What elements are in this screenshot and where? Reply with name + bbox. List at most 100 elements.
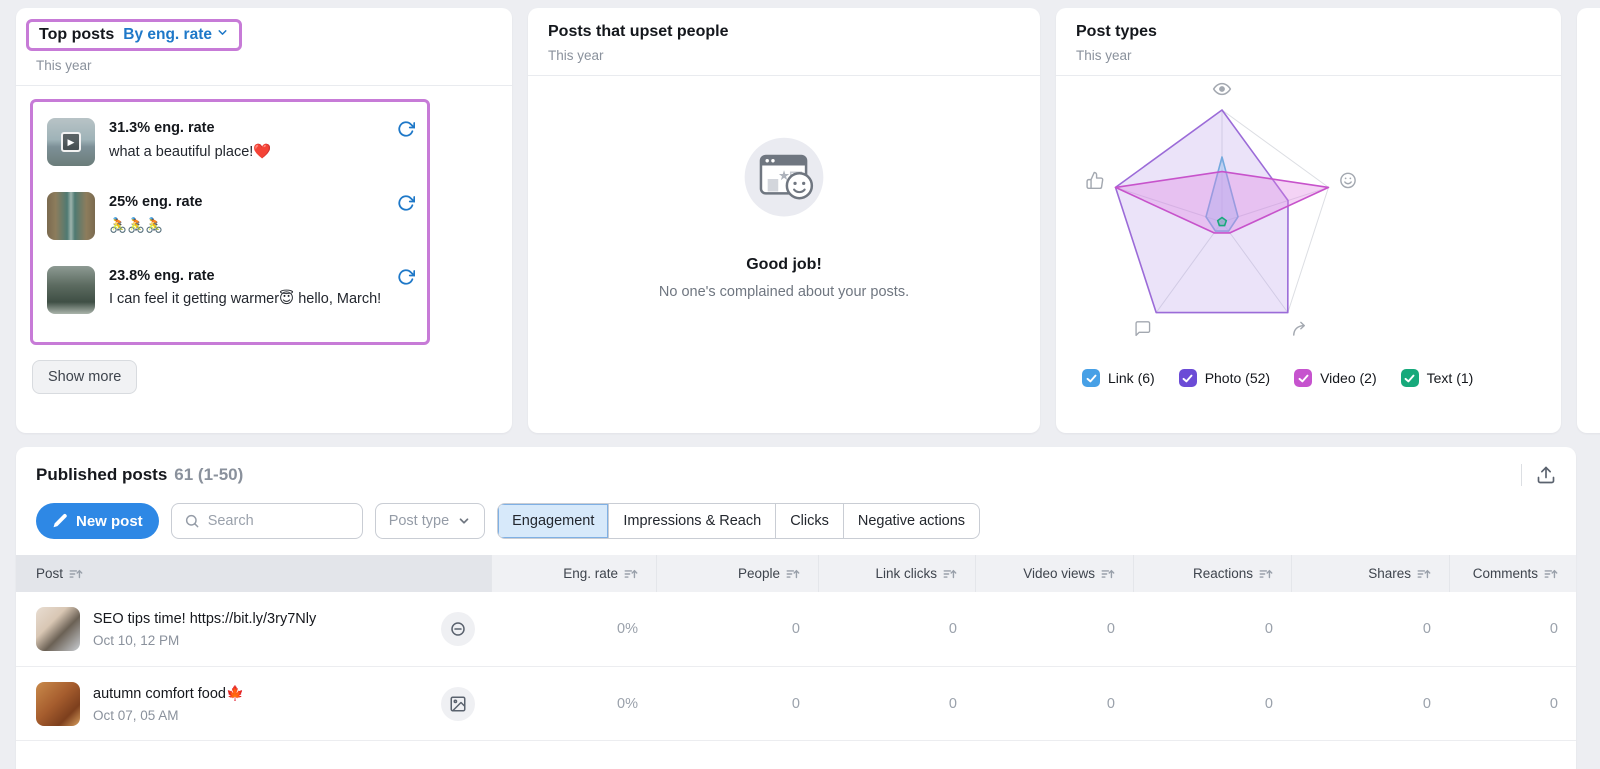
post-date: Oct 07, 05 AM [93,707,179,723]
legend-item-video[interactable]: Video (2) [1294,369,1377,387]
column-header-video-views[interactable]: Video views [975,555,1133,592]
sort-icon [1416,567,1431,581]
empty-state-title: Good job! [746,256,822,273]
post-types-header: Post types This year [1056,8,1561,76]
sort-icon [785,567,800,581]
column-header-label: Link clicks [875,566,937,581]
metric-value: 0% [617,695,638,712]
tab-engagement[interactable]: Engagement [498,504,609,538]
empty-state: ★ Good job! No one's complained about yo… [528,76,1040,300]
top-posts-title: Top posts [39,26,115,43]
column-header-label: Comments [1472,566,1538,581]
column-header-label: Video views [1023,566,1095,581]
post-thumbnail [47,192,95,240]
legend-label: Photo (52) [1204,370,1271,386]
post-eng-rate: 25% eng. rate [109,194,203,210]
checkbox-checked-icon[interactable] [1294,369,1313,387]
legend-label: Video (2) [1320,370,1377,386]
new-post-button[interactable]: New post [36,503,159,539]
column-header-label: Reactions [1192,566,1253,581]
sort-icon [942,567,957,581]
legend-item-text[interactable]: Text (1) [1400,369,1474,387]
header-divider [1521,464,1522,486]
post-title: autumn comfort food🍁 [93,685,245,702]
upset-posts-period: This year [548,48,604,63]
upset-posts-card: Posts that upset people This year ★ [528,8,1040,433]
upset-posts-header: Posts that upset people This year [528,8,1040,76]
post-cell: autumn comfort food🍁 Oct 07, 05 AM [16,681,491,726]
metric-value: 0 [1264,695,1273,712]
metric-value: 0 [948,621,957,637]
legend-item-link[interactable]: Link (6) [1082,369,1155,387]
published-posts-count: 61 (1-50) [174,465,244,484]
sort-icon [1543,567,1558,581]
top-posts-title-highlight: Top posts By eng. rate [26,19,242,51]
next-row-divider [16,740,1576,750]
repost-icon[interactable] [397,194,416,240]
chevron-down-icon [457,514,471,528]
empty-state-message: No one's complained about your posts. [658,284,910,300]
metric-tabs: Engagement Impressions & Reach Clicks Negat… [497,503,981,539]
top-post-item[interactable]: 23.8% eng. rate I can feel it getting war… [47,266,416,314]
search-icon [184,513,200,529]
metric-value: 0 [1549,695,1558,712]
upset-posts-title: Posts that upset people [548,23,729,40]
post-eng-rate: 31.3% eng. rate [109,120,215,136]
post-caption: what a beautiful place!❤️ [109,144,272,160]
post-types-period: This year [1076,48,1132,63]
show-more-button[interactable]: Show more [32,360,138,394]
top-post-item[interactable]: ▶ 31.3% eng. rate what a beautiful place!❤… [47,118,416,166]
checkbox-checked-icon[interactable] [1178,369,1197,387]
published-posts-header: Published posts 61 (1-50) [16,447,1576,501]
post-info: 23.8% eng. rate I can feel it getting war… [109,266,381,314]
column-header-people[interactable]: People [656,555,818,592]
post-types-card: Post types This year Link (6) Photo (52) V… [1056,8,1561,433]
column-header-link-clicks[interactable]: Link clicks [818,555,975,592]
metric-value: 0 [1106,695,1115,712]
legend-item-photo[interactable]: Photo (52) [1178,369,1271,387]
tab-negative-actions[interactable]: Negative actions [842,504,979,538]
top-post-item[interactable]: 25% eng. rate 🚴🚴🚴 [47,192,416,240]
post-types-legend: Link (6) Photo (52) Video (2) Text (1) [1056,369,1561,387]
post-thumbnail: ▶ [47,118,95,166]
video-play-icon: ▶ [61,132,81,152]
legend-label: Text (1) [1426,370,1474,386]
table-header-row: Post Eng. rate People Link clicks Video view… [16,555,1576,592]
metric-value: 0 [1422,621,1431,637]
post-type-select-label: Post type [388,513,450,529]
top-posts-sort-dropdown[interactable]: By eng. rate [123,26,229,44]
table-row[interactable]: SEO tips time! https://bit.ly/3ry7Nly Oct… [16,592,1576,666]
column-header-shares[interactable]: Shares [1291,555,1449,592]
tab-impressions-reach[interactable]: Impressions & Reach [608,504,775,538]
column-header-label: Shares [1368,566,1411,581]
column-header-post[interactable]: Post [16,555,491,592]
column-header-reactions[interactable]: Reactions [1133,555,1291,592]
post-info: 31.3% eng. rate what a beautiful place!❤️ [109,118,271,166]
column-header-eng-rate[interactable]: Eng. rate [491,555,656,592]
post-caption: 🚴🚴🚴 [109,218,164,234]
column-header-label: Post [36,566,64,581]
sort-icon [1258,567,1273,581]
table-row[interactable]: autumn comfort food🍁 Oct 07, 05 AM 0% 0 0 0 0 0… [16,666,1576,740]
repost-icon[interactable] [397,120,416,166]
repost-icon[interactable] [397,268,416,314]
column-header-comments[interactable]: Comments [1449,555,1576,592]
image-icon [441,686,475,721]
export-icon[interactable] [1536,465,1556,485]
summary-cards-row: Top posts By eng. rate This year ▶ 31.3% … [16,8,1600,433]
column-header-label: People [737,566,780,581]
search-input[interactable] [207,513,350,529]
post-cell: SEO tips time! https://bit.ly/3ry7Nly Oct… [16,607,491,651]
sort-icon [623,567,638,581]
tab-clicks[interactable]: Clicks [775,504,843,538]
post-types-radar-chart [1086,82,1356,337]
post-info: 25% eng. rate 🚴🚴🚴 [109,192,203,240]
checkbox-checked-icon[interactable] [1400,369,1419,387]
post-type-select[interactable]: Post type [374,503,486,539]
sort-icon [68,567,83,581]
top-posts-card: Top posts By eng. rate This year ▶ 31.3% … [16,8,512,433]
checkbox-checked-icon[interactable] [1082,369,1100,387]
top-posts-sort-label: By eng. rate [123,26,212,43]
published-posts-title: Published posts [36,465,168,484]
